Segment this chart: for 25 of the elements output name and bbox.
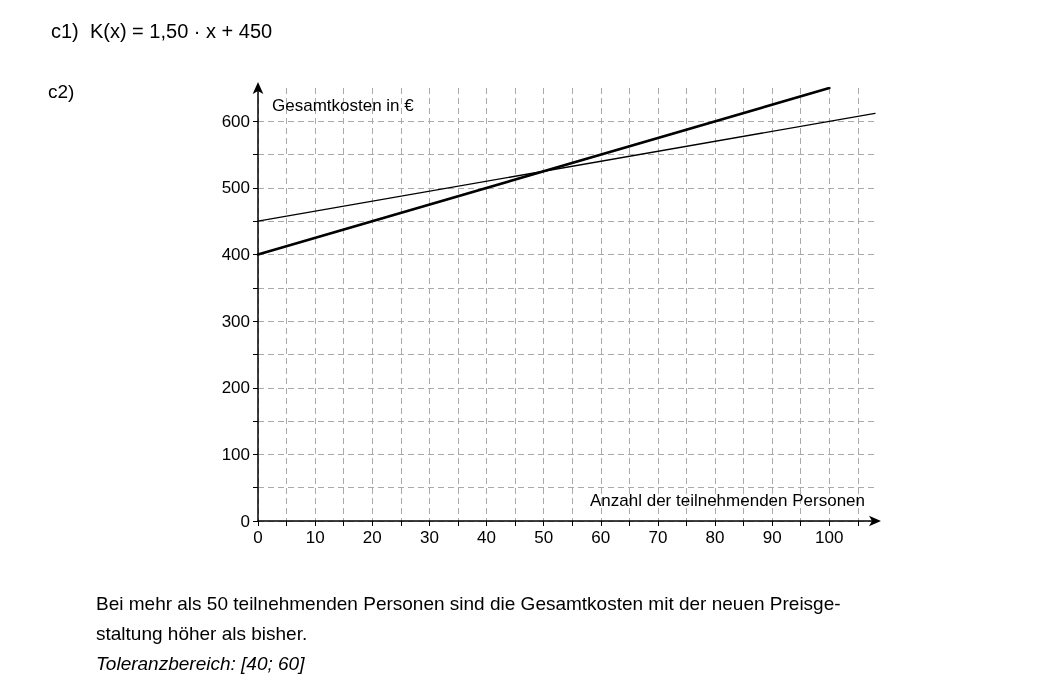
y-tick-label: 100 [221, 444, 250, 464]
x-tick-label: 10 [305, 528, 325, 547]
x-tick-label: 70 [648, 528, 668, 547]
text: staltung höher als bisher. [96, 623, 308, 644]
x-tick-label: 50 [534, 528, 554, 547]
y-tick-label: 0 [240, 511, 250, 531]
text: Bei mehr als 50 teilnehmenden Personen sind die Gesamtkosten mit der neuen Preisge- [96, 593, 841, 614]
y-tick-label: 400 [221, 245, 250, 265]
y-axis-title: Gesamtkosten in € [272, 96, 415, 115]
x-tick-label: 80 [705, 528, 725, 547]
x-tick-label: 40 [477, 528, 496, 547]
y-tick-label: 200 [221, 378, 250, 398]
x-tick-label: 30 [419, 528, 439, 547]
x-tick-label: 0 [253, 528, 263, 547]
text: Toleranzbereich: [40; 60] [96, 653, 306, 674]
x-tick-label: 60 [591, 528, 611, 547]
y-tick-label: 500 [221, 178, 250, 198]
x-tick-label: 90 [762, 528, 782, 547]
y-tick-label: 300 [221, 311, 250, 331]
chart-title: c1) K(x) = 1,50 · x + 450 [51, 20, 273, 42]
x-tick-label: 20 [362, 528, 382, 547]
text: c2) [48, 81, 75, 102]
y-tick-label: 600 [221, 111, 250, 131]
x-axis-title: Anzahl der teilnehmenden Personen [589, 491, 865, 510]
x-tick-label: 100 [815, 528, 844, 547]
